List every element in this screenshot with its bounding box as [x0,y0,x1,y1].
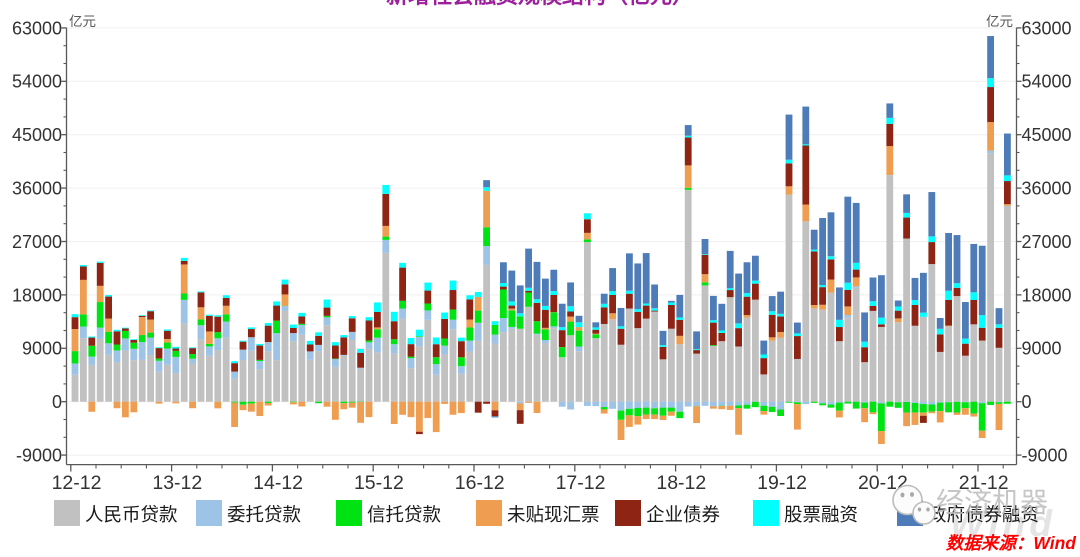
svg-text:委托贷款: 委托贷款 [227,504,301,525]
svg-text:36000: 36000 [12,179,62,199]
svg-text:45000: 45000 [12,125,62,145]
svg-text:9000: 9000 [1022,339,1062,359]
svg-text:9000: 9000 [22,339,62,359]
svg-text:19-12: 19-12 [757,472,807,494]
svg-text:14-12: 14-12 [253,472,303,494]
svg-text:新增社会融资规模结构（亿元）: 新增社会融资规模结构（亿元） [386,0,694,8]
svg-text:股票融资: 股票融资 [784,504,858,525]
svg-text:63000: 63000 [12,18,62,38]
svg-text:36000: 36000 [1022,179,1072,199]
svg-text:54000: 54000 [12,72,62,92]
svg-text:13-12: 13-12 [152,472,202,494]
svg-text:27000: 27000 [12,232,62,252]
svg-text:27000: 27000 [1022,232,1072,252]
svg-text:数据来源：Wind: 数据来源：Wind [946,533,1076,552]
svg-text:63000: 63000 [1022,18,1072,38]
svg-text:18000: 18000 [1022,285,1072,305]
svg-text:亿元: 亿元 [986,14,1013,29]
svg-text:45000: 45000 [1022,125,1072,145]
svg-text:17-12: 17-12 [556,472,606,494]
svg-text:0: 0 [52,392,62,412]
svg-text:经济机器: 经济机器 [936,487,1048,518]
svg-text:15-12: 15-12 [354,472,404,494]
svg-text:54000: 54000 [1022,72,1072,92]
svg-text:18-12: 18-12 [656,472,706,494]
svg-text:亿元: 亿元 [69,14,96,29]
svg-text:信托贷款: 信托贷款 [367,504,441,525]
svg-text:-9000: -9000 [16,446,62,466]
svg-text:企业债券: 企业债券 [646,504,721,525]
svg-text:人民币贷款: 人民币贷款 [85,504,178,525]
svg-text:-9000: -9000 [1022,446,1068,466]
svg-text:18000: 18000 [12,285,62,305]
svg-text:16-12: 16-12 [455,472,505,494]
svg-text:未贴现汇票: 未贴现汇票 [507,504,600,525]
svg-text:12-12: 12-12 [52,472,102,494]
svg-text:0: 0 [1022,392,1032,412]
